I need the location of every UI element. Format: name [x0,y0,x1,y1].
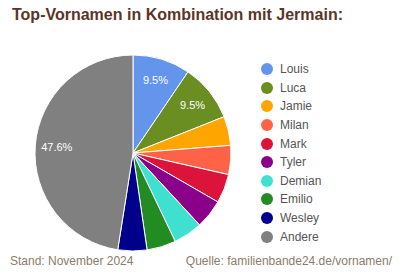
html-text:Emilio: Emilio [280,192,313,207]
svg-text:9.5%: 9.5% [143,74,168,86]
html-text:Andere: Andere [280,229,319,244]
html-text:Wesley: Wesley [280,211,320,225]
html-text:Stand: November 2024: Stand: November 2024 [10,254,134,268]
html-text:Mark: Mark [280,136,307,151]
html-text:Top-Vornamen in Kombination mi: Top-Vornamen in Kombination mit Jermain: [12,6,343,23]
html-text:Tyler: Tyler [280,155,306,170]
html-text:Jamie: Jamie [280,99,312,114]
html-text:Milan: Milan [280,118,309,133]
html-text:Luca: Luca [280,80,306,95]
html-text:Demian: Demian [280,173,322,188]
html-text:Louis: Louis [280,62,309,77]
svg-text:9.5%: 9.5% [180,99,205,111]
html-text:Quelle: familienbande24.de/vor: Quelle: familienbande24.de/vornamen/ [185,254,392,268]
svg-text:47.6%: 47.6% [41,141,72,153]
